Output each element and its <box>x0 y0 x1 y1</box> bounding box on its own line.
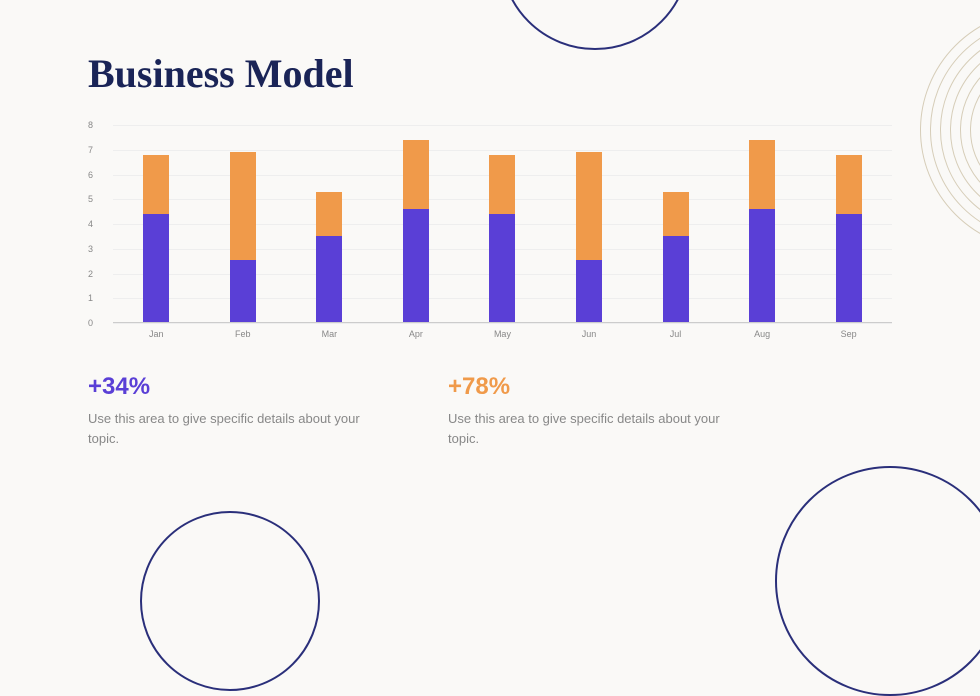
bar-segment-top <box>576 152 602 260</box>
bar-segment-bottom <box>403 209 429 322</box>
bar-segment-bottom <box>316 236 342 322</box>
bar-col <box>143 125 169 322</box>
bar-col <box>576 125 602 322</box>
decorative-circle-bottom-left <box>140 511 320 691</box>
bar-col <box>749 125 775 322</box>
x-label: Jan <box>143 323 169 343</box>
bar-col <box>230 125 256 322</box>
x-label: Mar <box>316 323 342 343</box>
bar-segment-top <box>489 155 515 214</box>
bar-segment-top <box>403 140 429 209</box>
stat-value: +78% <box>448 373 748 401</box>
bar-segment-top <box>836 155 862 214</box>
y-tick: 7 <box>88 145 93 155</box>
stats-row: +34% Use this area to give specific deta… <box>88 373 892 448</box>
y-tick: 2 <box>88 269 93 279</box>
bar-segment-bottom <box>489 214 515 322</box>
bar-col <box>489 125 515 322</box>
y-tick: 3 <box>88 244 93 254</box>
bar-segment-bottom <box>576 260 602 322</box>
stat-text: Use this area to give specific details a… <box>448 409 748 448</box>
x-label: Aug <box>749 323 775 343</box>
bar-segment-top <box>316 192 342 236</box>
bar-segment-top <box>663 192 689 236</box>
bar-segment-bottom <box>143 214 169 322</box>
bar-segment-bottom <box>749 209 775 322</box>
bar-segment-bottom <box>836 214 862 322</box>
y-tick: 5 <box>88 194 93 204</box>
chart: 012345678 JanFebMarAprMayJunJulAugSep <box>88 125 892 343</box>
chart-x-axis: Jan Feb Mar Apr May Jun Jul Aug Sep <box>113 323 892 343</box>
bar-segment-bottom <box>230 260 256 322</box>
x-label: May <box>489 323 515 343</box>
x-label: Jun <box>576 323 602 343</box>
chart-y-axis: 012345678 <box>88 125 108 323</box>
chart-plot <box>113 125 892 323</box>
bar-segment-top <box>749 140 775 209</box>
bar-col <box>316 125 342 322</box>
chart-bars <box>113 125 892 322</box>
bar-col <box>403 125 429 322</box>
bar-segment-bottom <box>663 236 689 322</box>
y-tick: 0 <box>88 318 93 328</box>
bar-segment-top <box>230 152 256 260</box>
bar-col <box>836 125 862 322</box>
y-tick: 1 <box>88 293 93 303</box>
stat-block-0: +34% Use this area to give specific deta… <box>88 373 388 448</box>
y-tick: 4 <box>88 219 93 229</box>
x-label: Sep <box>836 323 862 343</box>
x-label: Jul <box>663 323 689 343</box>
stat-value: +34% <box>88 373 388 401</box>
y-tick: 6 <box>88 170 93 180</box>
bar-col <box>663 125 689 322</box>
bar-segment-top <box>143 155 169 214</box>
x-label: Apr <box>403 323 429 343</box>
stat-block-1: +78% Use this area to give specific deta… <box>448 373 748 448</box>
slide: Business Model 0 1 2 3 4 5 6 7 8 Jan Feb Mar Apr May… <box>0 0 980 551</box>
stat-text: Use this area to give specific details a… <box>88 409 388 448</box>
y-tick: 8 <box>88 120 93 130</box>
page-title: Business Model <box>88 50 892 97</box>
x-label: Feb <box>230 323 256 343</box>
